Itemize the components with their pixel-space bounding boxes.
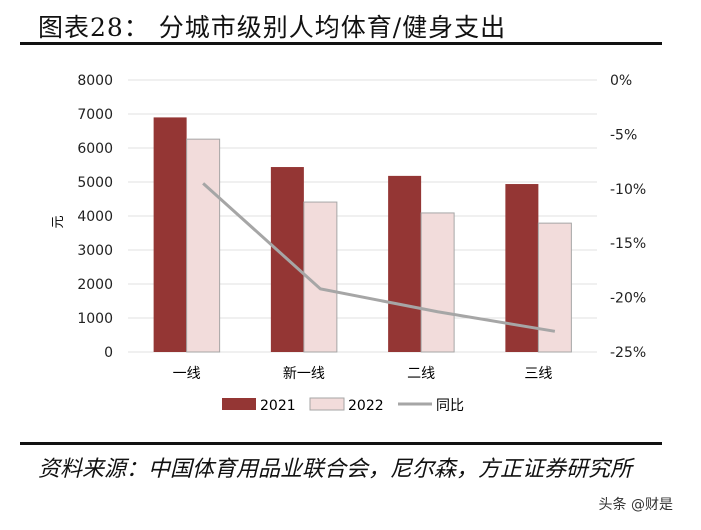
y-tick-label: 1000 bbox=[77, 311, 113, 327]
y2-tick-label: -25% bbox=[610, 345, 646, 361]
y-tick-label: 4000 bbox=[77, 209, 113, 225]
y-tick-label: 0 bbox=[104, 345, 113, 361]
y-tick-label: 6000 bbox=[77, 141, 113, 157]
bar-2021 bbox=[388, 175, 422, 352]
y-tick-label: 3000 bbox=[77, 243, 113, 259]
x-tick-label: 一线 bbox=[173, 366, 201, 382]
legend-swatch bbox=[309, 397, 345, 411]
y2-tick-label: -10% bbox=[610, 182, 646, 198]
y2-tick-label: -20% bbox=[610, 291, 646, 307]
bar-2022 bbox=[420, 212, 455, 353]
y-axis-label: 元 bbox=[51, 215, 66, 228]
y-tick-label: 7000 bbox=[77, 107, 113, 123]
y2-tick-label: -15% bbox=[610, 236, 646, 252]
x-tick-label: 新一线 bbox=[283, 366, 325, 382]
bar-2021 bbox=[153, 117, 187, 353]
source-note: 资料来源：中国体育用品业联合会，尼尔森，方正证券研究所 bbox=[38, 457, 633, 482]
bar-2022 bbox=[186, 138, 221, 353]
top-rule bbox=[20, 42, 662, 45]
bar-2022 bbox=[537, 222, 572, 353]
y-tick-label: 2000 bbox=[77, 277, 113, 293]
line-yoy bbox=[202, 182, 556, 333]
x-tick-label: 三线 bbox=[524, 366, 552, 382]
bottom-rule bbox=[20, 442, 662, 445]
chart: 0 1000 2000 3000 4000 5000 6000 7000 8000 0% -5% -1… bbox=[51, 73, 646, 414]
legend-label: 同比 bbox=[436, 398, 464, 414]
watermark: 头条 @财是 bbox=[598, 497, 673, 513]
legend-swatch bbox=[222, 398, 256, 410]
legend-label: 2022 bbox=[348, 398, 384, 414]
y-tick-label: 8000 bbox=[77, 73, 113, 89]
legend-label: 2021 bbox=[260, 398, 296, 414]
y-tick-label: 5000 bbox=[77, 175, 113, 191]
y2-tick-label: -5% bbox=[610, 127, 637, 143]
y2-tick-label: 0% bbox=[610, 73, 632, 89]
x-tick-label: 二线 bbox=[407, 366, 435, 382]
figure-title: 图表28： 分城市级别人均体育/健身支出 bbox=[38, 13, 507, 42]
